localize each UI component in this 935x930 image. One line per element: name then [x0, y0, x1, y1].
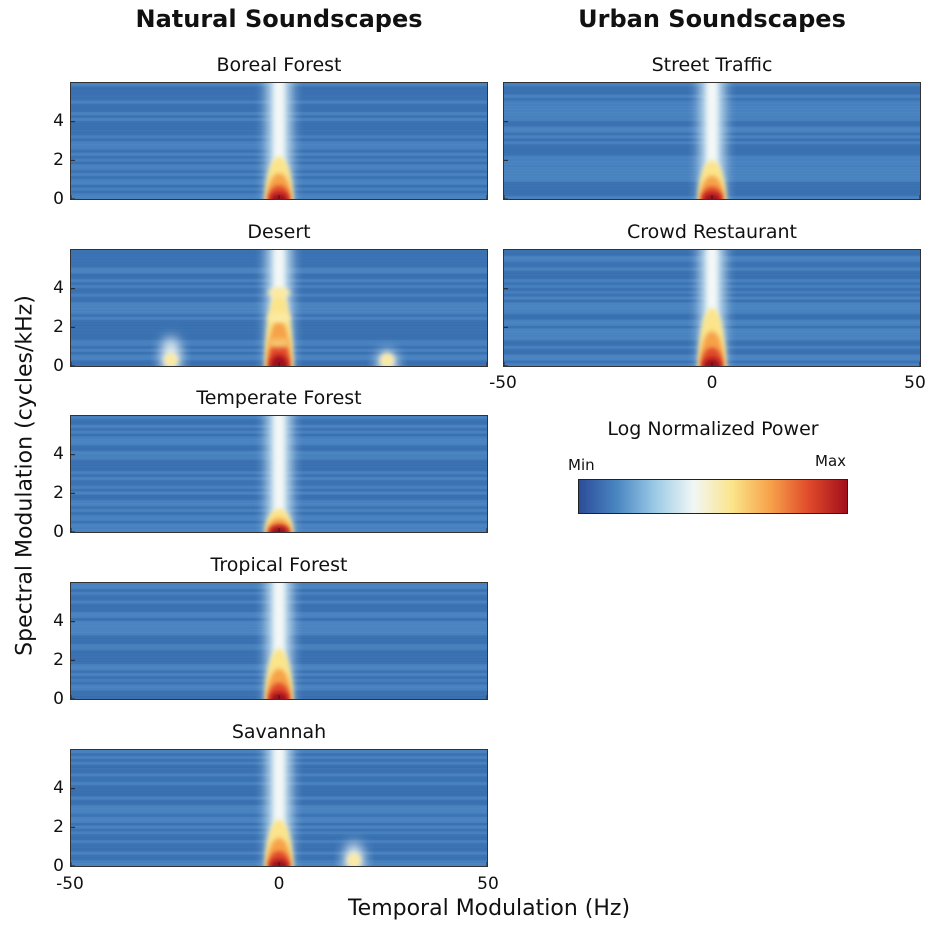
hot-region-4 [703, 357, 721, 366]
panel-title-boreal-forest: Boreal Forest [216, 54, 342, 76]
heatmap-panel-street-traffic [503, 82, 921, 200]
y-tick-label: 2 [53, 650, 64, 670]
y-tick-label: 4 [53, 111, 64, 131]
band-blob [268, 337, 290, 348]
center-ridge-core [274, 583, 284, 699]
panel-title-desert: Desert [247, 221, 311, 243]
heatmap-panel-temperate-forest [70, 415, 488, 533]
natural-column-title: Natural Soundscapes [135, 5, 423, 33]
heatmap-svg [71, 250, 487, 366]
hot-region-4 [270, 355, 288, 366]
y-tick-label: 0 [53, 522, 64, 542]
heatmap-panel-desert [70, 249, 488, 367]
center-ridge-core [274, 416, 284, 532]
heatmap-panel-savannah [70, 749, 488, 867]
y-tick-label: 4 [53, 278, 64, 298]
band-blob [268, 312, 290, 323]
y-tick-label: 4 [53, 444, 64, 464]
x-tick-label: 0 [706, 373, 718, 393]
side-peak-core [346, 853, 361, 866]
side-peak-core [380, 353, 395, 366]
colorbar [578, 479, 848, 514]
heatmap-svg [71, 583, 487, 699]
y-tick-label: 0 [53, 189, 64, 209]
y-tick-label: 2 [53, 817, 64, 837]
x-tick-label: -50 [56, 874, 84, 894]
colorbar-max-label: Max [815, 452, 847, 470]
y-tick-label: 4 [53, 778, 64, 798]
urban-column-title: Urban Soundscapes [578, 5, 846, 33]
y-axis-label: Spectral Modulation (cycles/kHz) [12, 295, 38, 656]
panel-title-tropical-forest: Tropical Forest [210, 554, 348, 576]
side-peak-core [163, 353, 178, 366]
heatmap-svg [71, 750, 487, 866]
panel-title-temperate-forest: Temperate Forest [196, 387, 362, 409]
center-ridge-core [274, 83, 284, 199]
y-tick-label: 0 [53, 689, 64, 709]
x-tick-label: -50 [489, 373, 517, 393]
y-tick-label: 0 [53, 356, 64, 376]
heatmap-svg [504, 250, 920, 366]
heatmap-panel-crowd-restaurant [503, 249, 921, 367]
heatmap-panel-boreal-forest [70, 82, 488, 200]
colorbar-min-label: Min [568, 456, 595, 474]
x-tick-label: 50 [477, 874, 499, 894]
heatmap-svg [71, 416, 487, 532]
band-blob [268, 287, 290, 298]
x-tick-label: 0 [273, 874, 285, 894]
heatmap-svg [71, 83, 487, 199]
y-tick-label: 2 [53, 317, 64, 337]
colorbar-title: Log Normalized Power [607, 418, 819, 440]
heatmap-svg [504, 83, 920, 199]
x-tick-label: 50 [904, 373, 926, 393]
center-ridge-core [707, 83, 717, 199]
y-tick-label: 2 [53, 150, 64, 170]
heatmap-panel-tropical-forest [70, 582, 488, 700]
panel-title-savannah: Savannah [231, 721, 327, 743]
center-ridge-core [274, 750, 284, 866]
panel-title-crowd-restaurant: Crowd Restaurant [627, 221, 797, 243]
y-tick-label: 2 [53, 483, 64, 503]
panel-title-street-traffic: Street Traffic [651, 54, 773, 76]
x-axis-label: Temporal Modulation (Hz) [347, 896, 631, 921]
y-tick-label: 4 [53, 611, 64, 631]
y-tick-label: 0 [53, 856, 64, 876]
